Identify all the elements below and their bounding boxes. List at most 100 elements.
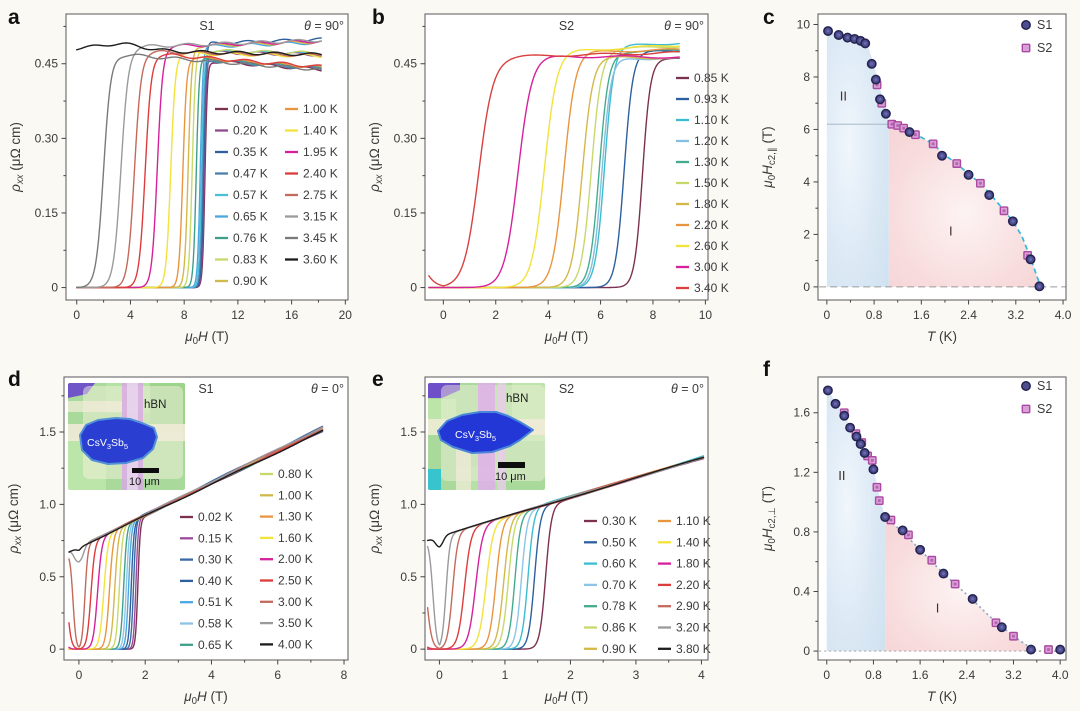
microscope-inset: hBN CsV3Sb5 10 μm xyxy=(428,383,545,490)
y-tick-label: 0.5 xyxy=(400,570,417,584)
x-tick-label: 8 xyxy=(650,308,657,322)
y-tick-label: 0 xyxy=(49,642,56,656)
y-tick-label: 0.5 xyxy=(39,570,56,584)
legend-label: 0.15 K xyxy=(198,531,233,545)
region-label-II: II xyxy=(838,468,845,483)
y-tick-label: 1.5 xyxy=(39,425,56,439)
legend-label: 0.93 K xyxy=(694,92,729,106)
legend-label: 1.10 K xyxy=(676,514,711,528)
legend-label: 1.80 K xyxy=(694,197,729,211)
axis-ticks xyxy=(813,412,1061,665)
x-tick-label: 6 xyxy=(597,308,604,322)
y-axis-label: ρxx (μΩ cm) xyxy=(6,484,24,555)
panel-f: II I S1 S2 0 0.8 1.6 2.4 3.2 4.0 0 0.4 0.8 1.2 1.6 T (K… xyxy=(720,355,1080,711)
legend-label: 0.85 K xyxy=(694,71,729,85)
x-tick-label: 2 xyxy=(142,668,149,682)
x-axis-label: μ0H (T) xyxy=(183,689,228,707)
microscope-inset: hBN CsV3Sb5 10 μm xyxy=(68,383,185,490)
legend: 0.30 K 0.50 K 0.60 K 0.70 K 0.78 K 0.86 K 0.90… xyxy=(584,514,711,656)
legend-label: 0.20 K xyxy=(233,124,268,138)
region-II xyxy=(826,30,889,287)
x-tick-label: 4 xyxy=(698,668,705,682)
y-tick-label: 0 xyxy=(803,280,810,294)
sample-label: S2 xyxy=(559,19,574,33)
panel-letter-e: e xyxy=(372,368,384,391)
x-tick-label: 10 xyxy=(699,308,713,322)
region-label-II: II xyxy=(840,89,847,104)
legend: S1 S2 xyxy=(1021,379,1052,416)
legend-label: 0.50 K xyxy=(602,535,637,549)
y-tick-label: 0.4 xyxy=(793,584,810,598)
legend-label: 0.02 K xyxy=(233,102,268,116)
x-tick-label: 2.4 xyxy=(960,308,977,322)
scale-bar xyxy=(498,462,525,468)
curve-2.40K xyxy=(76,53,322,289)
legend-label: 0.65 K xyxy=(198,638,233,652)
legend-label: 0.86 K xyxy=(602,621,637,635)
x-axis-label: μ0H (T) xyxy=(544,329,589,347)
y-tick-label: 0.45 xyxy=(394,57,418,71)
x-tick-label: 8 xyxy=(341,668,348,682)
legend-label: 3.80 K xyxy=(676,642,711,656)
x-tick-label: 16 xyxy=(285,308,299,322)
legend-label: 3.45 K xyxy=(303,231,338,245)
panel-letter-f: f xyxy=(763,358,770,381)
y-tick-label: 1.2 xyxy=(793,465,810,479)
panel-c: II I S1 S2 0 0.8 1.6 2.4 3.2 4.0 0 2 4 6 8 10 T (K) μ0Hc2… xyxy=(720,0,1080,356)
curve-3.60K xyxy=(76,42,322,57)
legend-label: 2.00 K xyxy=(278,552,313,566)
x-axis-label: T (K) xyxy=(927,329,957,344)
legend-label: 0.78 K xyxy=(602,599,637,613)
region-label-I: I xyxy=(936,600,940,615)
y-tick-label: 1.6 xyxy=(793,406,810,420)
axis-ticks xyxy=(61,25,346,305)
axis-ticks xyxy=(420,25,706,305)
legend-label: 0.65 K xyxy=(233,210,268,224)
x-axis-label: μ0H (T) xyxy=(184,329,229,347)
curve-4.00K xyxy=(68,429,324,553)
legend: 0.85 K 0.93 K 1.10 K 1.20 K 1.30 K 1.50 K 1.80… xyxy=(676,71,729,295)
x-tick-label: 3.2 xyxy=(1005,668,1022,682)
x-tick-label: 0.8 xyxy=(865,668,882,682)
panel-b: 0.85 K 0.93 K 1.10 K 1.20 K 1.30 K 1.50 K 1.80… xyxy=(360,0,729,356)
x-tick-label: 4.0 xyxy=(1055,308,1072,322)
legend-label: 0.35 K xyxy=(233,145,268,159)
legend-label: 2.40 K xyxy=(303,167,338,181)
legend-label: 2.20 K xyxy=(676,578,711,592)
x-tick-label: 0 xyxy=(436,668,443,682)
legend-label: 0.90 K xyxy=(602,642,637,656)
y-axis-label: ρxx (μΩ cm) xyxy=(367,484,385,555)
y-tick-label: 0.15 xyxy=(35,206,59,220)
hbn-label: hBN xyxy=(506,393,528,405)
axis-ticks xyxy=(813,23,1064,305)
y-tick-label: 8 xyxy=(803,70,810,84)
x-tick-label: 0 xyxy=(824,308,831,322)
x-tick-label: 2 xyxy=(567,668,574,682)
y-axis-label: μ0Hc2,∥ (T) xyxy=(760,126,778,188)
x-tick-label: 1.6 xyxy=(913,308,930,322)
y-tick-label: 1.0 xyxy=(400,497,417,511)
axis-ticks xyxy=(420,395,702,665)
legend-label: 3.15 K xyxy=(303,210,338,224)
y-tick-label: 0.30 xyxy=(394,131,418,145)
y-axis-label: ρxx (μΩ cm) xyxy=(8,122,26,193)
legend-label: 3.20 K xyxy=(676,621,711,635)
legend-label: 0.76 K xyxy=(233,231,268,245)
legend-label: 2.50 K xyxy=(278,574,313,588)
legend: 0.02 K 0.15 K 0.30 K 0.40 K 0.51 K 0.58 K 0.65… xyxy=(180,467,313,652)
legend-label: 1.50 K xyxy=(694,176,729,190)
curve-3.40K xyxy=(428,50,680,287)
sample-label: S1 xyxy=(198,382,213,396)
y-tick-label: 0.15 xyxy=(394,206,418,220)
legend-label: 1.30 K xyxy=(694,155,729,169)
legend-label: 2.90 K xyxy=(676,599,711,613)
x-tick-label: 2 xyxy=(492,308,499,322)
y-tick-label: 0.30 xyxy=(35,131,59,145)
x-tick-label: 3 xyxy=(633,668,640,682)
legend-label: 0.60 K xyxy=(602,557,637,571)
legend-label: 2.60 K xyxy=(694,239,729,253)
plot-frame xyxy=(817,13,1067,301)
series-S1 xyxy=(823,26,1045,292)
x-tick-label: 4.0 xyxy=(1052,668,1069,682)
